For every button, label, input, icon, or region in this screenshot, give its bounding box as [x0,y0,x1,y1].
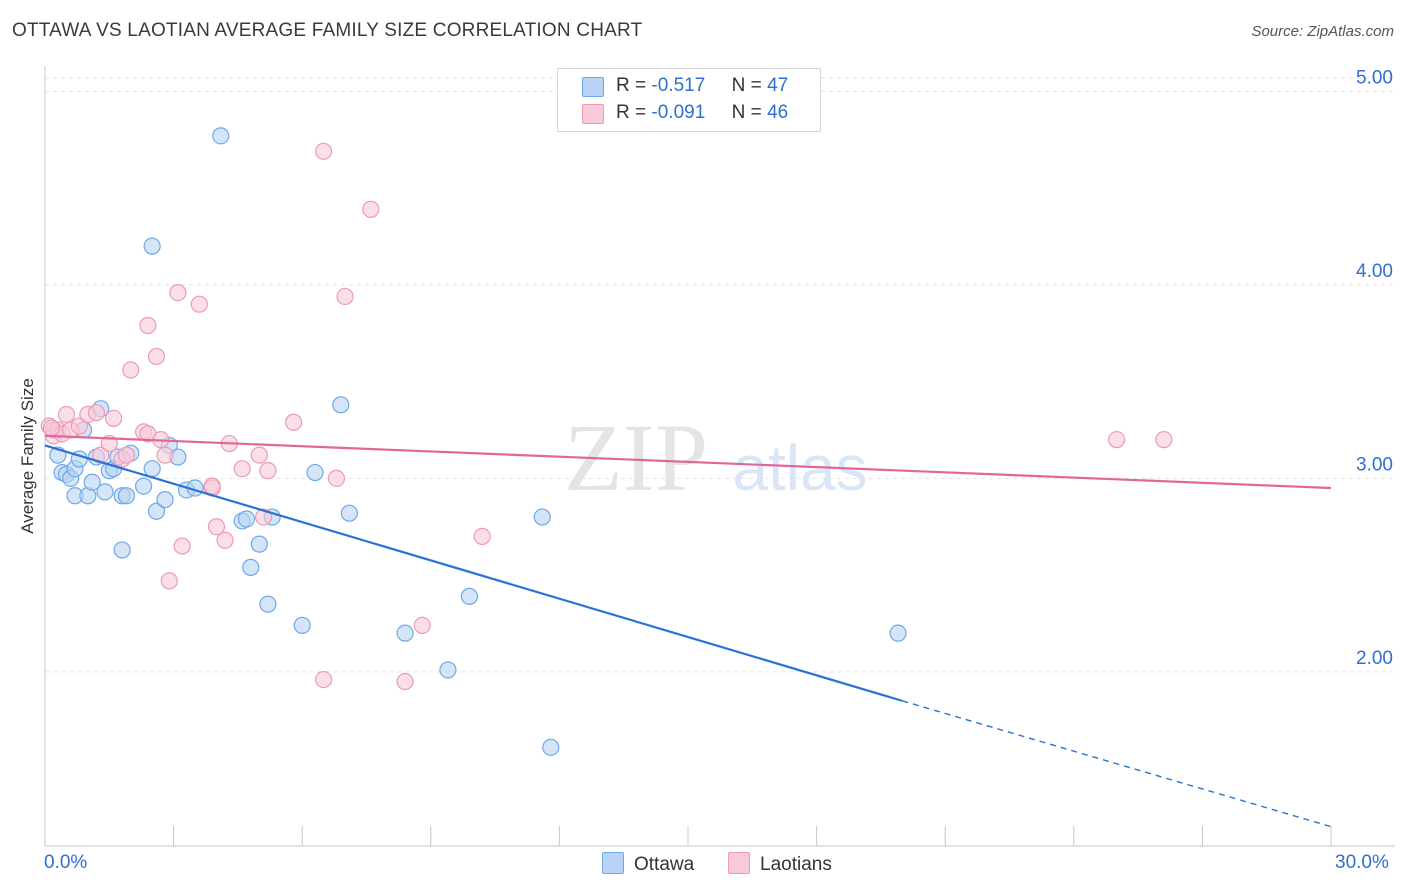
ottawa-point [533,508,551,526]
laotians-point [327,469,346,487]
y-tick-labels: 2.00 3.00 4.00 5.00 [1356,67,1393,669]
laotians-point [147,347,166,366]
laotians-point [285,413,303,431]
ottawa-point [542,738,560,756]
legend-r-value: -0.091 [651,102,706,123]
gridlines [45,77,1395,673]
axes [44,66,1395,847]
laotians-point [169,283,187,302]
laotians-point [233,460,251,478]
ottawa-point [143,237,161,255]
legend-r-value: -0.517 [651,75,706,96]
ottawa-point [340,504,358,522]
laotians-point [362,200,380,218]
ottawa-point [439,661,457,679]
laotians-point [203,477,221,495]
legend-n-label: N = [731,75,762,96]
laotians-point [122,361,140,379]
ottawa-point [83,473,101,491]
ottawa-point [460,587,478,605]
ottawa-point [113,541,131,559]
y-tick-label: 3.00 [1356,454,1393,475]
ottawa-point [259,595,277,613]
laotians-point [117,446,136,464]
laotians-point [139,316,157,335]
laotians-point [160,572,178,590]
chart-source: Source: ZipAtlas.com [1251,23,1394,40]
bottom-legend-ottawa: Ottawa [602,852,694,876]
laotians-point [255,508,273,526]
laotians-point [207,518,226,536]
bottom-legend-laotians: Laotians [728,852,832,876]
ottawa-point [250,535,268,553]
laotians-point [70,417,88,435]
laotians-point [250,446,268,464]
ottawa-point [242,558,260,576]
laotians-point [216,531,234,549]
laotians-point [315,142,333,160]
laotians-point [87,403,106,422]
laotians-point [396,672,414,691]
y-tick-label: 4.00 [1356,261,1393,282]
x-tick-label-min: 0.0% [44,852,88,873]
laotians-trend-line [44,434,1332,490]
ottawa-point [332,396,350,414]
ottawa-point [306,463,324,482]
laotians-point [336,287,354,306]
ottawa-point [96,483,114,501]
legend-n-value: 47 [767,75,789,96]
laotians-legend-swatch [728,852,750,874]
legend-r-label: R = [616,75,647,96]
laotians-point [473,527,491,546]
laotians-swatch [582,104,604,124]
laotians-point [1155,431,1173,449]
ottawa-point [156,491,174,509]
laotians-point [156,446,174,464]
ottawa-point [293,616,311,635]
laotians-point [190,295,208,313]
legend-n-value: 46 [767,102,789,123]
laotians-legend-label: Laotians [760,854,832,875]
ottawa-trend-line [44,444,903,702]
y-tick-label: 5.00 [1356,67,1393,88]
ottawa-swatch [582,77,604,97]
ottawa-point [143,460,161,478]
laotians-point [104,409,123,427]
ottawa-trend-extension [902,700,1332,828]
ottawa-point [212,127,230,145]
ottawa-point [396,624,414,642]
laotians-point [259,462,277,480]
laotians-point [1108,431,1126,449]
ottawa-point [237,510,256,528]
ottawa-legend-label: Ottawa [634,854,695,875]
y-tick-label: 2.00 [1356,648,1393,669]
trend-lines [44,434,1332,828]
chart-title: OTTAWA VS LAOTIAN AVERAGE FAMILY SIZE CO… [12,20,643,41]
laotians-point [57,405,76,424]
legend-r-label: R = [616,102,647,123]
laotians-point [413,616,431,635]
watermark: ZIP atlas [564,404,868,511]
ottawa-point [117,487,136,505]
legend-n-label: N = [731,102,762,123]
ottawa-point [889,624,907,642]
stats-legend: R = -0.517 N = 47 R = -0.091 N = 46 [557,68,821,132]
ottawa-point [134,477,153,495]
laotians-point [42,419,61,437]
laotians-point [173,537,191,555]
ottawa-point [147,502,166,520]
laotians-point [315,670,333,689]
ottawa-legend-swatch [602,852,624,874]
x-tick-label-max: 30.0% [1335,852,1389,873]
